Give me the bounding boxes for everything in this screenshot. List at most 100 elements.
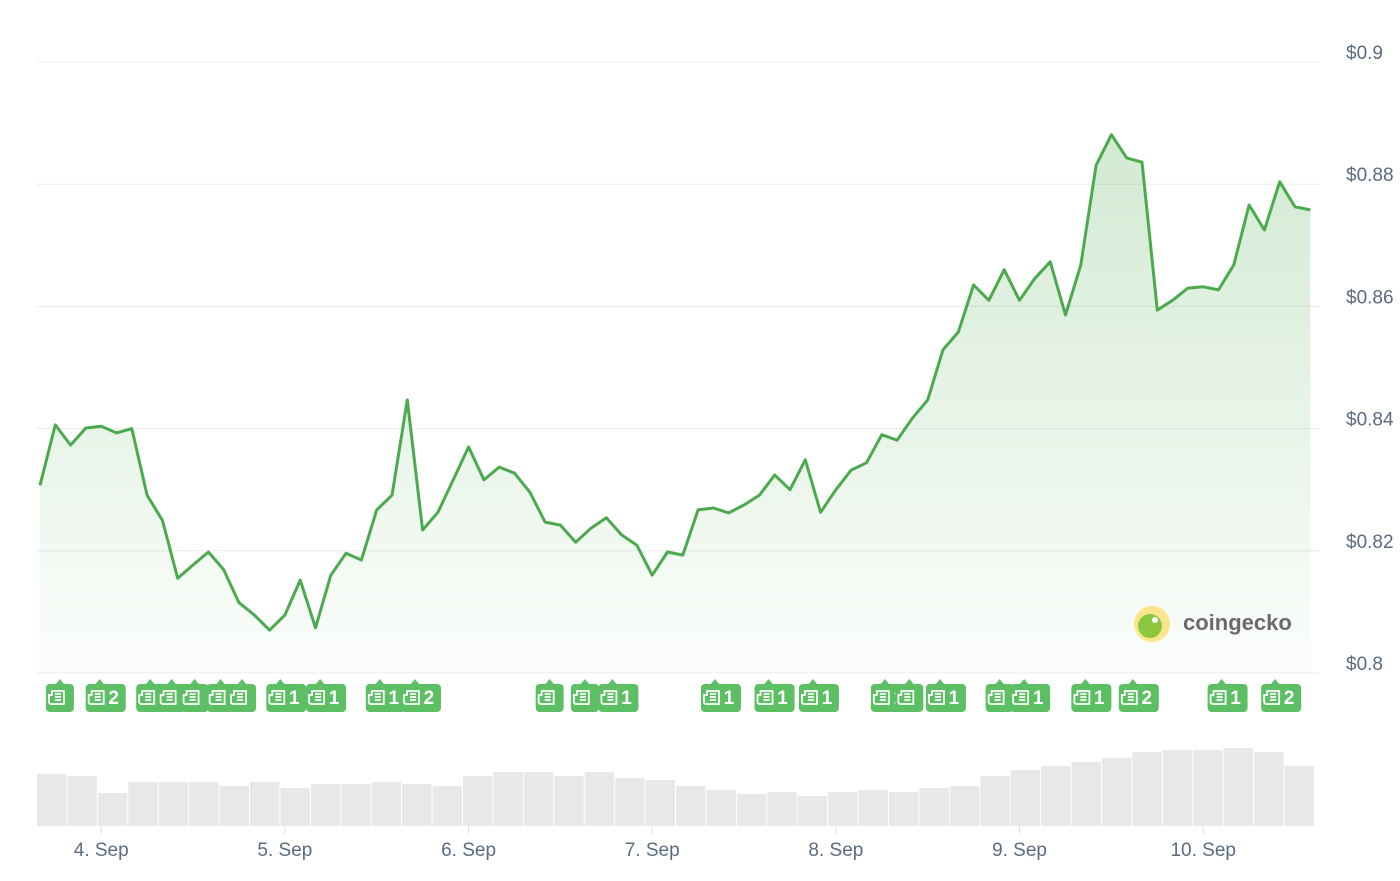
badge <box>85 684 126 712</box>
y-tick-label: $0.88 <box>1346 165 1394 186</box>
volume-bar <box>463 776 493 826</box>
x-tick-label: 5. Sep <box>257 840 312 861</box>
news-badge: 1 <box>365 679 406 712</box>
badge <box>798 684 839 712</box>
news-count: 1 <box>289 688 300 709</box>
badge <box>535 684 564 712</box>
volume-bar <box>341 784 371 826</box>
badge <box>400 684 441 712</box>
badge <box>700 684 741 712</box>
volume-bar <box>432 786 462 826</box>
news-badge <box>228 679 257 712</box>
price-line <box>38 133 1311 632</box>
news-count: 2 <box>108 688 119 709</box>
watermark-logo <box>1134 606 1170 642</box>
news-badge <box>570 679 599 712</box>
news-icon <box>1120 690 1138 705</box>
news-badge: 1 <box>1010 679 1051 712</box>
volume-bar <box>554 776 584 826</box>
news-icon <box>1073 690 1091 705</box>
badge <box>1261 684 1302 712</box>
volume-bar <box>980 776 1010 826</box>
badge-pointer <box>1019 679 1030 685</box>
badge <box>180 684 209 712</box>
news-badge: 1 <box>700 679 741 712</box>
volume-bar <box>1284 766 1314 826</box>
watermark: coingecko <box>1183 610 1292 635</box>
badge-pointer <box>215 679 226 685</box>
volume-bar <box>371 782 402 826</box>
badge-pointer <box>1270 679 1281 685</box>
news-badge: 1 <box>306 679 347 712</box>
volume-bar <box>1193 750 1223 826</box>
badge-pointer <box>994 679 1005 685</box>
y-tick-label: $0.84 <box>1346 410 1394 431</box>
news-badge: 1 <box>925 679 966 712</box>
volume-bar <box>493 772 523 826</box>
badge <box>598 684 639 712</box>
news-icon <box>801 690 818 705</box>
badge-pointer <box>763 679 774 685</box>
news-badge: 1 <box>754 679 795 712</box>
volume-bar <box>97 793 128 826</box>
volume-bar <box>1254 752 1284 826</box>
news-count: 1 <box>329 688 340 709</box>
news-icon <box>537 690 555 705</box>
badge-pointer <box>374 679 385 685</box>
volume-bar <box>402 784 432 826</box>
news-icon <box>1209 690 1227 705</box>
volume-bar <box>676 786 706 826</box>
news-count: 1 <box>1230 688 1241 709</box>
volume-bar <box>523 772 554 826</box>
volume-bar <box>219 786 249 826</box>
badge-pointer <box>607 679 618 685</box>
news-icon <box>897 690 915 705</box>
volume-bar <box>280 788 310 826</box>
volume-bar <box>615 778 645 826</box>
y-tick-label: $0.9 <box>1346 43 1383 64</box>
news-icon <box>756 690 774 705</box>
volume-bar <box>645 780 675 826</box>
badge <box>266 684 307 712</box>
x-tick-label: 9. Sep <box>992 840 1047 861</box>
badge-pointer <box>579 679 590 685</box>
news-icon <box>159 690 177 705</box>
x-tick-label: 6. Sep <box>441 840 496 861</box>
badge <box>1118 684 1159 712</box>
volume-bar <box>1041 766 1071 826</box>
badge-pointer <box>54 679 65 685</box>
news-icon <box>1012 690 1030 705</box>
news-count: 2 <box>1142 688 1153 709</box>
badge-pointer <box>879 679 890 685</box>
volume-bar <box>706 790 736 826</box>
badge-pointer <box>544 679 555 685</box>
x-tick-label: 4. Sep <box>74 840 129 861</box>
news-icon <box>182 690 200 705</box>
badge-pointer <box>1216 679 1227 685</box>
volume-bar <box>1223 748 1254 826</box>
volume-bar <box>1102 758 1132 826</box>
volume-bar <box>1071 762 1101 826</box>
news-icon <box>367 690 385 705</box>
volume-bar <box>250 782 280 826</box>
volume-bar <box>1162 750 1193 826</box>
volume-bar <box>919 788 949 826</box>
badge-pointer <box>166 679 177 685</box>
volume-bar <box>189 782 219 826</box>
news-icon <box>308 690 325 705</box>
badge <box>570 684 599 712</box>
news-count: 2 <box>1284 688 1295 709</box>
news-icon <box>572 690 590 705</box>
news-badge <box>985 679 1014 712</box>
news-badge: 2 <box>1261 679 1302 712</box>
badge-pointer <box>275 679 286 685</box>
y-tick-label: $0.8 <box>1346 654 1383 675</box>
news-badge <box>136 679 165 712</box>
news-badge <box>535 679 564 712</box>
badge-pointer <box>807 679 818 685</box>
volume-bar <box>767 792 797 826</box>
badge-pointer <box>709 679 720 685</box>
news-badge: 1 <box>1071 679 1112 712</box>
news-icon <box>268 690 286 705</box>
